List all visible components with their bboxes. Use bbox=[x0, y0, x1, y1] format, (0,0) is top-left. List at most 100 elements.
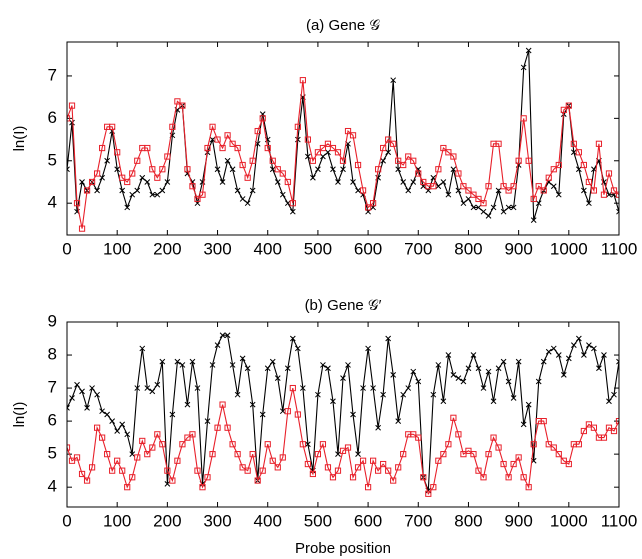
marker-square bbox=[575, 149, 582, 156]
marker-x bbox=[365, 345, 371, 352]
marker-square bbox=[600, 191, 608, 198]
marker-square bbox=[530, 195, 537, 203]
marker-square bbox=[249, 157, 256, 164]
marker-square bbox=[279, 170, 286, 177]
marker-square bbox=[545, 174, 552, 181]
marker-x bbox=[535, 200, 542, 207]
marker-x bbox=[435, 362, 442, 368]
marker-square bbox=[475, 195, 482, 203]
marker-x bbox=[485, 213, 492, 219]
marker-x bbox=[430, 391, 437, 398]
x-tick-label: 1000 bbox=[550, 511, 588, 530]
marker-x bbox=[395, 418, 402, 424]
marker-square bbox=[515, 454, 522, 461]
marker-x bbox=[144, 179, 151, 185]
marker-square bbox=[490, 434, 497, 441]
marker-square bbox=[590, 187, 598, 194]
marker-square bbox=[284, 408, 291, 415]
marker-square bbox=[610, 187, 618, 194]
marker-x bbox=[134, 385, 141, 391]
marker-square bbox=[585, 421, 592, 428]
marker-square bbox=[370, 457, 377, 464]
x-axis-label: Probe position bbox=[295, 540, 391, 557]
marker-x bbox=[219, 179, 226, 185]
marker-square bbox=[570, 140, 577, 147]
marker-x bbox=[79, 388, 85, 395]
marker-square bbox=[615, 191, 619, 198]
marker-square bbox=[73, 200, 81, 207]
marker-x bbox=[560, 372, 567, 378]
marker-square bbox=[189, 183, 196, 190]
marker-x bbox=[159, 187, 166, 194]
marker-square bbox=[480, 200, 487, 207]
marker-square bbox=[154, 174, 161, 181]
series-line bbox=[67, 80, 619, 229]
marker-square bbox=[465, 447, 472, 454]
marker-square bbox=[149, 444, 156, 451]
marker-square bbox=[99, 144, 106, 152]
marker-square bbox=[114, 457, 121, 464]
marker-square bbox=[219, 401, 226, 408]
marker-x bbox=[114, 428, 121, 434]
marker-square bbox=[370, 200, 377, 207]
marker-x bbox=[284, 200, 291, 207]
marker-square bbox=[525, 157, 532, 164]
marker-x bbox=[229, 362, 236, 368]
marker-x bbox=[244, 200, 251, 207]
marker-x bbox=[415, 378, 422, 385]
y-tick-label: 6 bbox=[48, 411, 57, 430]
marker-square bbox=[194, 195, 201, 203]
marker-square bbox=[605, 170, 613, 177]
x-tick-label: 400 bbox=[254, 239, 282, 258]
marker-x bbox=[616, 208, 619, 215]
series-line bbox=[67, 334, 619, 491]
marker-x bbox=[405, 385, 412, 391]
marker-square bbox=[319, 441, 327, 448]
marker-square bbox=[239, 464, 246, 471]
marker-square bbox=[354, 161, 362, 169]
marker-square bbox=[540, 187, 547, 194]
marker-square bbox=[274, 166, 281, 173]
marker-square bbox=[134, 157, 141, 164]
marker-square bbox=[445, 441, 452, 448]
marker-square bbox=[390, 477, 397, 484]
marker-square bbox=[309, 157, 316, 164]
marker-square bbox=[565, 102, 572, 109]
marker-x bbox=[385, 149, 392, 156]
marker-square bbox=[94, 424, 101, 431]
marker-square bbox=[334, 467, 342, 474]
marker-square bbox=[104, 451, 111, 458]
marker-square bbox=[234, 144, 241, 152]
marker-x bbox=[555, 352, 562, 358]
marker-x bbox=[395, 166, 402, 173]
marker-square bbox=[289, 200, 296, 207]
y-axis-label: ln(I) bbox=[11, 402, 28, 428]
marker-square bbox=[73, 454, 81, 461]
marker-square bbox=[470, 191, 477, 198]
marker-x bbox=[545, 348, 552, 355]
marker-square bbox=[485, 183, 492, 190]
marker-x bbox=[244, 365, 251, 372]
x-tick-label: 1000 bbox=[550, 239, 588, 258]
marker-x bbox=[305, 441, 311, 448]
marker-square bbox=[359, 457, 367, 464]
marker-square bbox=[319, 144, 327, 152]
marker-square bbox=[189, 431, 196, 438]
marker-square bbox=[420, 178, 427, 186]
marker-square bbox=[375, 166, 382, 173]
marker-square bbox=[119, 174, 126, 181]
marker-square bbox=[304, 136, 311, 143]
marker-x bbox=[576, 166, 582, 173]
marker-square bbox=[139, 437, 146, 445]
y-tick-label: 7 bbox=[48, 65, 57, 84]
marker-square bbox=[204, 474, 211, 481]
marker-x bbox=[606, 398, 612, 405]
marker-square bbox=[440, 451, 447, 458]
marker-x bbox=[586, 200, 592, 207]
marker-x bbox=[370, 385, 376, 391]
marker-square bbox=[249, 451, 256, 458]
marker-x bbox=[475, 204, 482, 211]
marker-square bbox=[99, 434, 106, 441]
marker-square bbox=[294, 123, 301, 130]
marker-square bbox=[450, 414, 457, 421]
